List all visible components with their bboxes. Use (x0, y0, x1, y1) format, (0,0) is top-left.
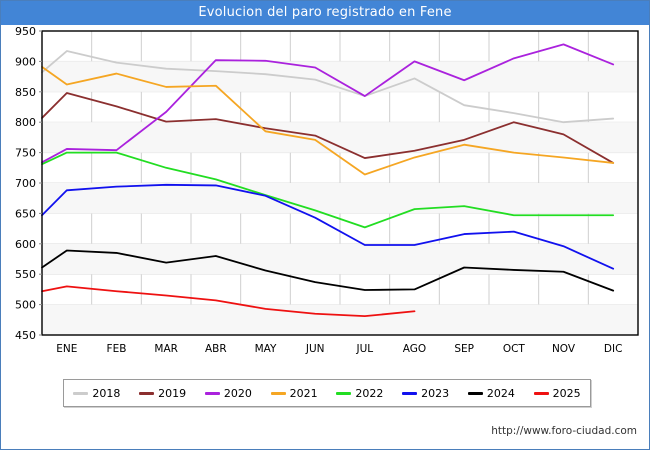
legend-label: 2019 (158, 386, 187, 400)
alternating-bands (42, 61, 638, 335)
series-line-2018 (41, 50, 615, 124)
y-tick-label: 900 (15, 55, 36, 68)
page-title: Evolucion del paro registrado en Fene (1, 1, 649, 25)
legend-label: 2018 (92, 386, 121, 400)
y-tick-label: 850 (15, 86, 36, 99)
x-tick-label: JUN (305, 343, 325, 355)
legend-label: 2021 (289, 386, 318, 400)
legend-swatch-icon (204, 391, 220, 395)
legend-swatch-icon (467, 391, 483, 395)
legend-label: 2025 (552, 386, 581, 400)
x-tick-label: OCT (503, 343, 526, 355)
series-line-2020 (41, 43, 615, 164)
legend-item-2020[interactable]: 2020 (204, 386, 252, 400)
legend-label: 2020 (223, 386, 252, 400)
legend-swatch-icon (73, 391, 89, 395)
y-tick-label: 750 (15, 147, 36, 160)
y-tick-label: 500 (15, 299, 36, 312)
legend-swatch-icon (270, 391, 286, 395)
line-chart-svg: 450 500 550 600 650 700 750 800 850 900 950 ENE FEB… (15, 25, 639, 355)
series-line-2019 (41, 92, 615, 164)
chart-band (42, 183, 638, 214)
chart-plot-area: 450 500 550 600 650 700 750 800 850 900 950 ENE FEB… (1, 25, 649, 361)
y-tick-label: 550 (15, 268, 36, 281)
x-tick-label: DIC (604, 343, 623, 355)
legend-swatch-icon (139, 391, 155, 395)
x-tick-label: MAR (154, 343, 178, 355)
x-axis-tick-labels: ENE FEB MAR ABR MAY JUN JUL AGO SEP OCT NOV DIC (56, 343, 622, 355)
y-tick-label: 450 (15, 329, 36, 342)
legend-item-2024[interactable]: 2024 (467, 386, 515, 400)
legend-label: 2023 (421, 386, 450, 400)
chart-legend: 2018 2019 2020 2021 2022 2023 2024 2025 (63, 379, 591, 407)
y-tick-label: 700 (15, 177, 36, 190)
legend-label: 2022 (355, 386, 384, 400)
series-line-2022 (41, 151, 615, 229)
legend-item-2021[interactable]: 2021 (270, 386, 318, 400)
x-tick-label: NOV (552, 343, 576, 355)
chart-band (42, 122, 638, 153)
y-tick-label: 950 (15, 25, 36, 38)
legend-swatch-icon (336, 391, 352, 395)
x-tick-label: SEP (454, 343, 474, 355)
legend-label: 2024 (486, 386, 515, 400)
y-tick-label: 800 (15, 116, 36, 129)
legend-swatch-icon (533, 391, 549, 395)
y-axis-tick-labels: 450 500 550 600 650 700 750 800 850 900 950 (15, 25, 42, 342)
legend-item-2025[interactable]: 2025 (533, 386, 581, 400)
legend-item-2018[interactable]: 2018 (73, 388, 120, 399)
x-tick-label: FEB (107, 343, 127, 355)
legend-swatch-icon (402, 391, 418, 395)
x-tick-label: ENE (56, 343, 77, 355)
x-tick-label: AGO (403, 343, 426, 355)
legend-item-2019[interactable]: 2019 (139, 388, 186, 399)
y-tick-label: 650 (15, 207, 36, 220)
series-line-2023 (41, 183, 615, 270)
source-url: http://www.foro-ciudad.com (491, 425, 637, 437)
chart-band (42, 304, 638, 335)
series-line-2025 (41, 285, 416, 318)
data-series-layer (41, 43, 615, 318)
series-line-2024 (41, 249, 615, 292)
legend-item-2022[interactable]: 2022 (336, 388, 383, 399)
x-tick-label: JUL (356, 343, 374, 355)
legend-item-2023[interactable]: 2023 (402, 388, 449, 399)
series-line-2021 (41, 65, 615, 176)
x-tick-label: ABR (205, 343, 227, 355)
y-tick-label: 600 (15, 238, 36, 251)
chart-band (42, 243, 638, 275)
x-tick-label: MAY (255, 343, 277, 355)
